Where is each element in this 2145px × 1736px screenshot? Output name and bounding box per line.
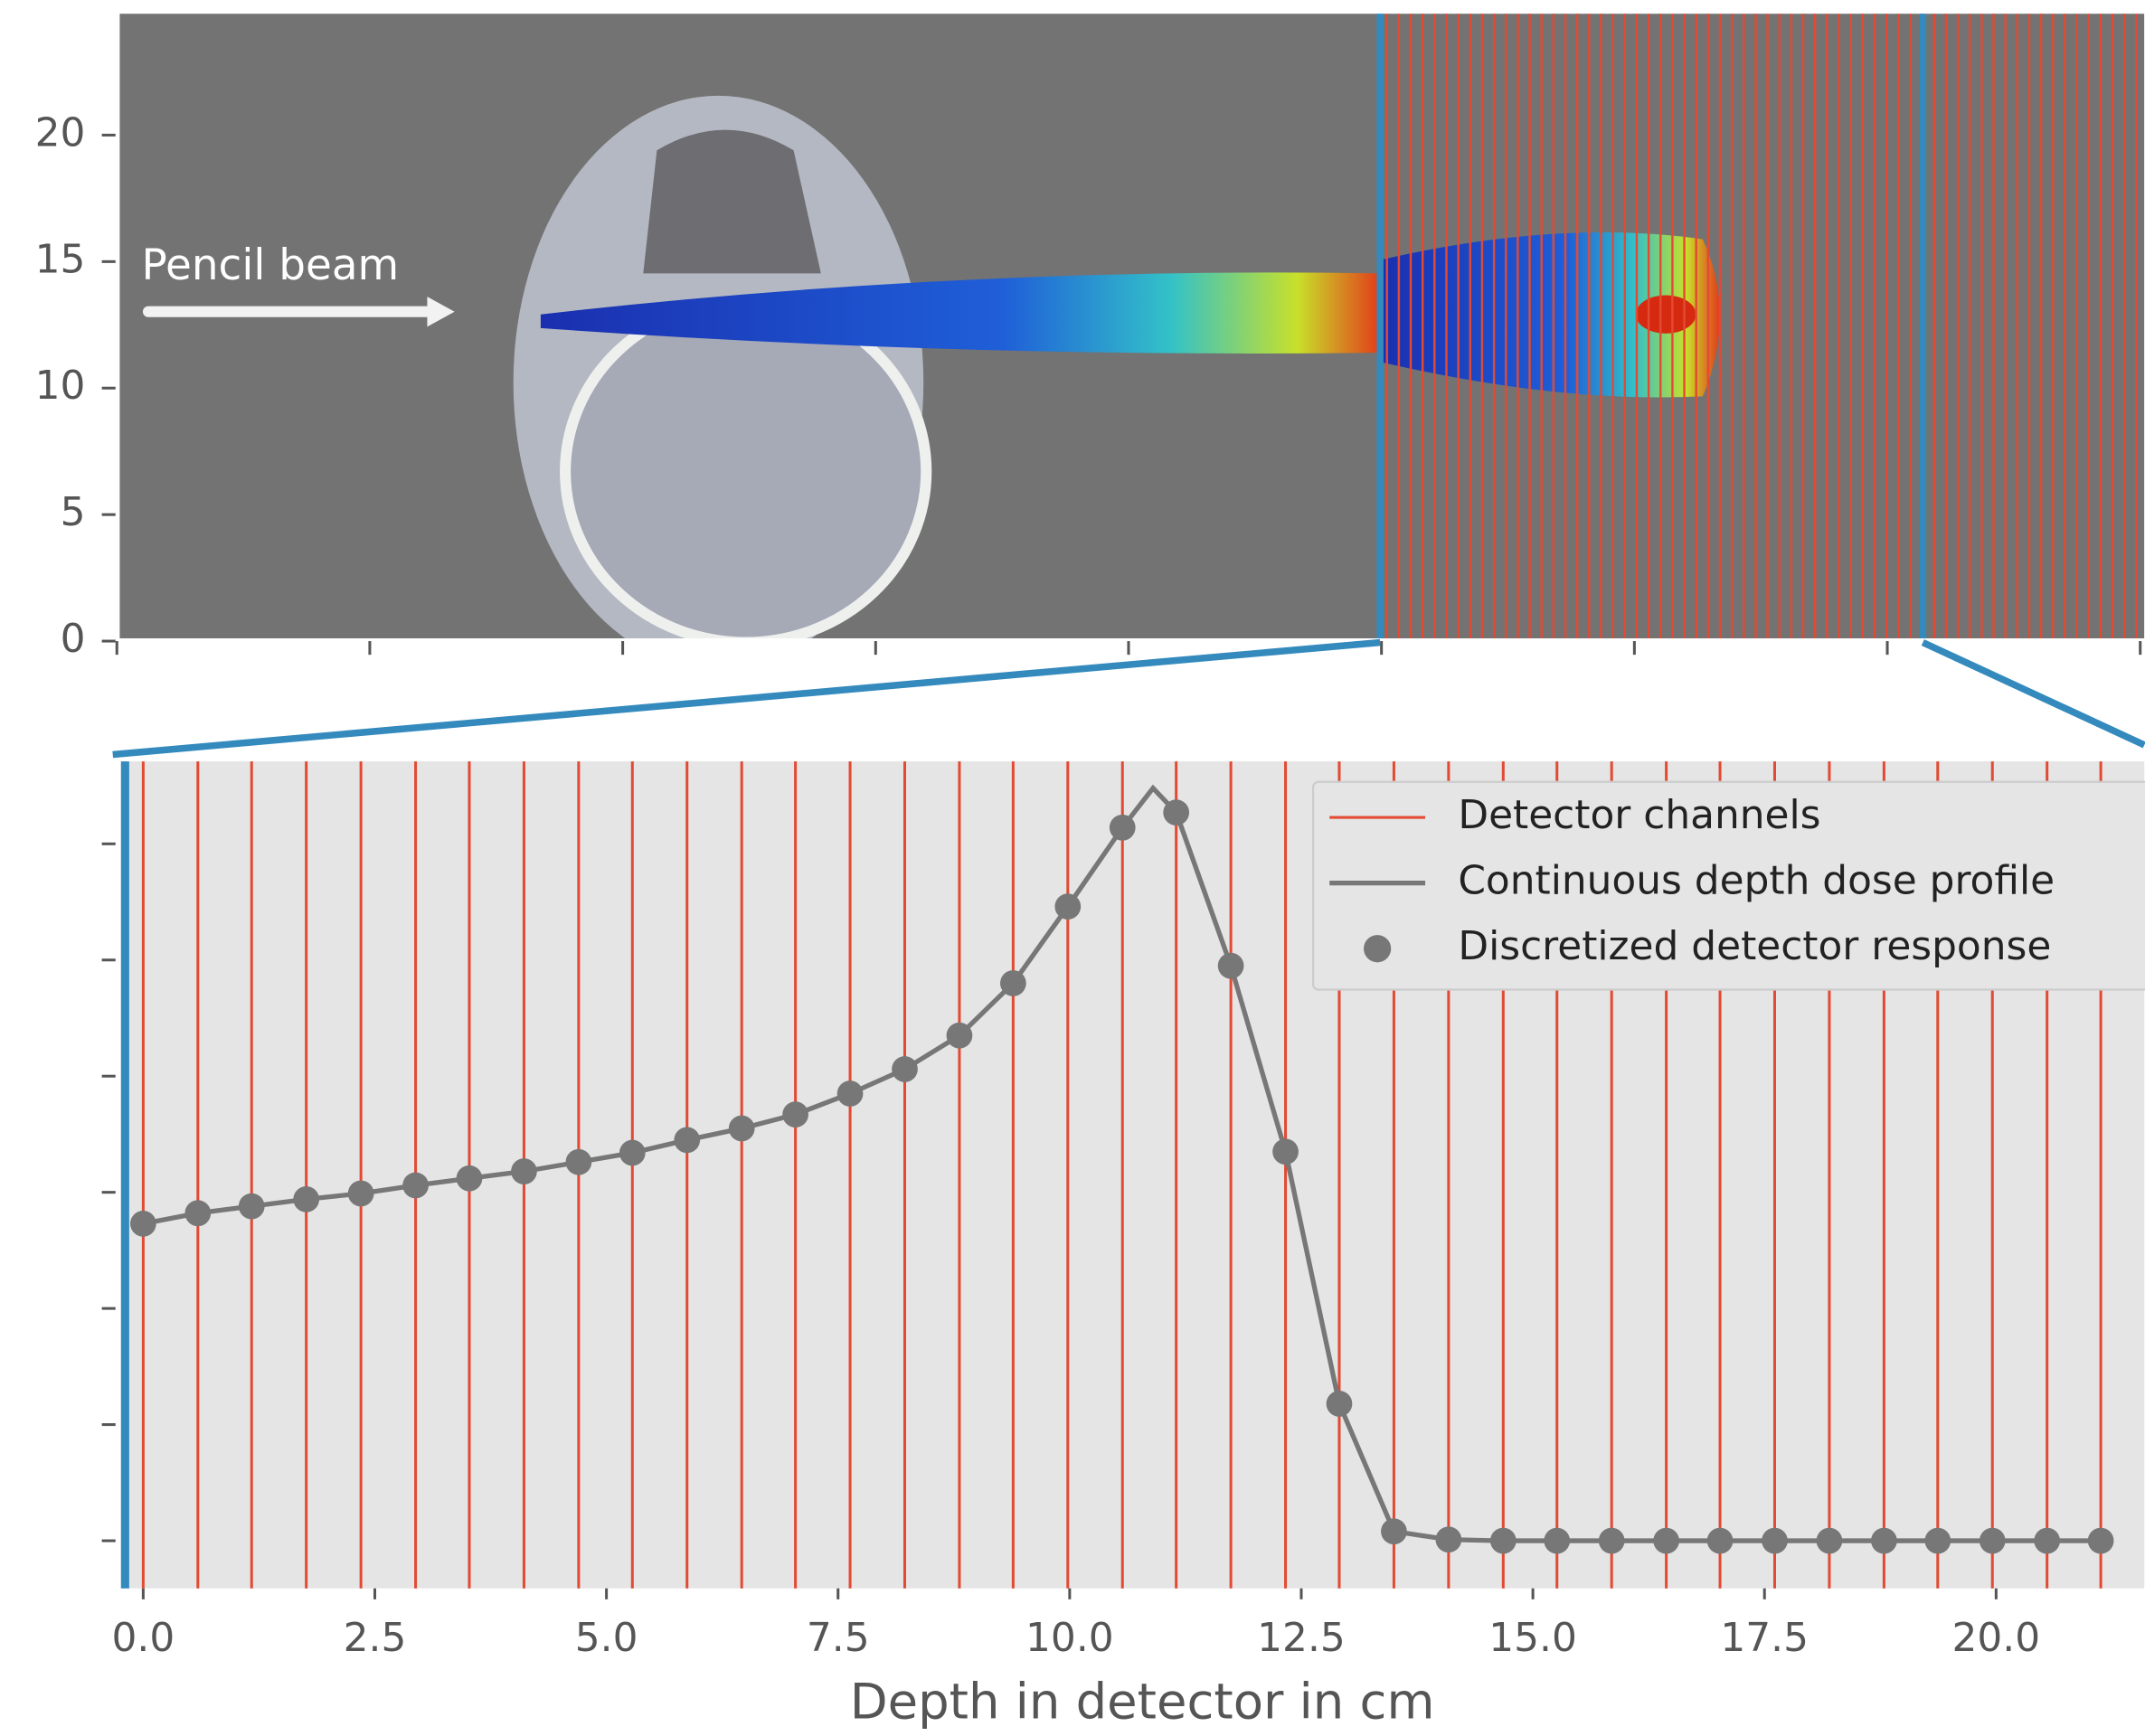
x-tick-label: 7.5	[807, 1615, 870, 1661]
detector-response	[1871, 1528, 1897, 1554]
detector-response	[1381, 1518, 1407, 1544]
legend-label: Discretized detector response	[1458, 923, 2051, 969]
detector-response	[1436, 1526, 1462, 1552]
annotation: Pencil beam	[141, 241, 399, 290]
x-ticks	[117, 641, 2140, 655]
detector-response	[1000, 970, 1026, 996]
detector-response	[1110, 815, 1136, 841]
detector-response	[1924, 1528, 1951, 1554]
figure: Pencil beam 0.0 2.5 5.0 7.5 10.0 12.5 15.0 17.5…	[0, 0, 2145, 1736]
y-tick-label: 15	[35, 236, 86, 282]
detector-response	[1327, 1391, 1353, 1417]
detector-response	[1762, 1528, 1788, 1554]
detector-response	[837, 1080, 864, 1107]
detector-response	[1163, 799, 1189, 826]
x-tick-label: 12.5	[1257, 1615, 1346, 1661]
detector-response	[947, 1023, 973, 1049]
zoom-connector	[1923, 643, 2144, 745]
y-tick-label: 0	[61, 616, 86, 662]
detector-response	[1817, 1528, 1843, 1554]
x-tick-label: 15.0	[1488, 1615, 1577, 1661]
legend-label: Continuous depth dose profile	[1458, 858, 2055, 904]
detector-response	[1054, 893, 1081, 920]
y-tick-label: 5	[61, 489, 86, 535]
detector-response	[1707, 1528, 1734, 1554]
detector-response	[457, 1165, 483, 1192]
x-tick-label: 20.0	[1952, 1615, 2041, 1661]
detector-response	[2088, 1528, 2114, 1554]
detector-response	[1544, 1528, 1570, 1554]
ct-image	[119, 14, 2144, 670]
legend-label: Detector channels	[1458, 792, 1820, 838]
top-chart: 0 5 10 15 20	[35, 109, 116, 662]
detector-response	[782, 1101, 808, 1127]
y-tick-label: 20	[35, 109, 86, 156]
detector-response	[1490, 1528, 1517, 1554]
y-tick-label: 10	[35, 363, 86, 409]
x-tick-label: 2.5	[344, 1615, 407, 1661]
x-tick-label: 5.0	[575, 1615, 638, 1661]
x-tick-label: 0.0	[112, 1615, 175, 1661]
detector-response	[1653, 1528, 1679, 1554]
zoom-connector	[113, 643, 1380, 755]
detector-response	[674, 1127, 700, 1154]
detector-response	[348, 1181, 374, 1207]
detector-response	[619, 1140, 646, 1166]
detector-response	[184, 1200, 211, 1226]
detector-response	[566, 1149, 592, 1175]
detector-response	[1599, 1528, 1625, 1554]
detector-response	[729, 1116, 755, 1142]
detector-response	[892, 1056, 918, 1082]
detector-response	[1272, 1138, 1299, 1165]
x-tick-label: 10.0	[1025, 1615, 1114, 1661]
detector-response	[239, 1194, 265, 1220]
detector-response	[293, 1186, 319, 1212]
detector-response	[511, 1158, 537, 1184]
x-axis-label: Depth in detector in cm	[850, 1672, 1435, 1730]
detector-response	[1218, 953, 1244, 979]
detector-response	[1980, 1528, 2006, 1554]
x-tick-label: 17.5	[1720, 1615, 1809, 1661]
detector-response	[130, 1211, 156, 1237]
detector-response	[2034, 1528, 2060, 1554]
legend-marker	[1364, 935, 1391, 962]
detector-response	[402, 1173, 429, 1199]
